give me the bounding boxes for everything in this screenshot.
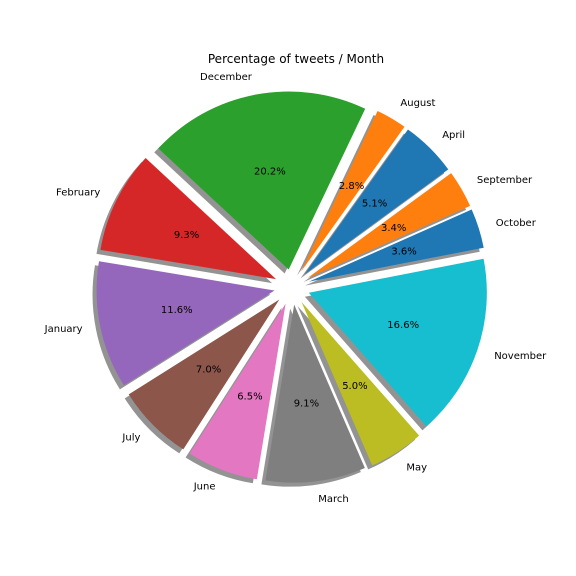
- pie-slice-may: [301, 302, 420, 466]
- pct-label-november: 16.6%: [387, 320, 419, 331]
- slice-label-february: February: [56, 188, 100, 199]
- pct-label-february: 9.3%: [174, 230, 199, 241]
- pie-slice-march: [265, 304, 365, 483]
- pct-label-august: 2.8%: [339, 181, 364, 192]
- slice-label-march: March: [318, 494, 348, 505]
- pie-slice-november: [308, 258, 487, 427]
- pct-label-december: 20.2%: [254, 167, 286, 178]
- pie-slice-july: [128, 299, 280, 450]
- slice-label-september: September: [477, 175, 533, 186]
- chart-title: Percentage of tweets / Month: [208, 52, 384, 66]
- pct-label-may: 5.0%: [342, 381, 367, 392]
- pct-label-june: 6.5%: [237, 392, 262, 403]
- slice-label-january: January: [44, 324, 83, 335]
- pie-slice-february: [100, 157, 277, 280]
- pct-label-september: 3.4%: [381, 223, 406, 234]
- slice-label-july: July: [121, 432, 140, 443]
- pie-slice-january: [96, 261, 275, 386]
- pct-label-april: 5.1%: [362, 199, 387, 210]
- slice-label-december: December: [200, 72, 253, 83]
- slice-label-may: May: [406, 462, 427, 473]
- pct-label-march: 9.1%: [294, 399, 319, 410]
- pie-slice-december: [158, 91, 366, 270]
- slice-label-november: November: [494, 351, 547, 362]
- pie-slice-april: [304, 129, 449, 275]
- pie-slice-june: [189, 303, 286, 480]
- pct-label-july: 7.0%: [196, 365, 221, 376]
- pie-slice-october: [308, 209, 484, 282]
- pct-label-january: 11.6%: [161, 305, 193, 316]
- slice-label-august: August: [400, 98, 435, 109]
- pct-label-october: 3.6%: [391, 247, 416, 258]
- slice-layer: [96, 91, 487, 483]
- label-layer: October 3.6% September 3.4% April 5.1% August 2…: [44, 72, 547, 505]
- pie-slice-august: [301, 110, 405, 272]
- pie-slice-september: [307, 173, 471, 279]
- slice-label-june: June: [193, 481, 216, 492]
- slice-label-april: April: [442, 130, 465, 141]
- slice-label-october: October: [496, 218, 537, 229]
